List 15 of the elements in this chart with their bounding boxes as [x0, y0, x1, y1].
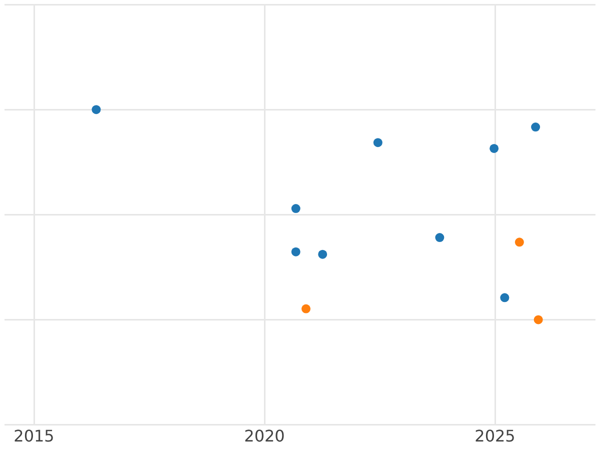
point: [435, 233, 444, 242]
x-tick-label: 2025: [474, 426, 516, 446]
point: [500, 293, 510, 302]
x-tick-label: 2015: [14, 426, 54, 446]
point: [490, 144, 499, 153]
point: [301, 304, 310, 314]
point: [373, 138, 382, 148]
point: [514, 238, 524, 247]
point: [531, 122, 540, 132]
point: [318, 250, 328, 259]
x-tick-label: 2020: [244, 426, 285, 446]
point: [291, 247, 300, 256]
point: [534, 315, 543, 324]
point: [291, 204, 300, 214]
point: [92, 105, 101, 114]
